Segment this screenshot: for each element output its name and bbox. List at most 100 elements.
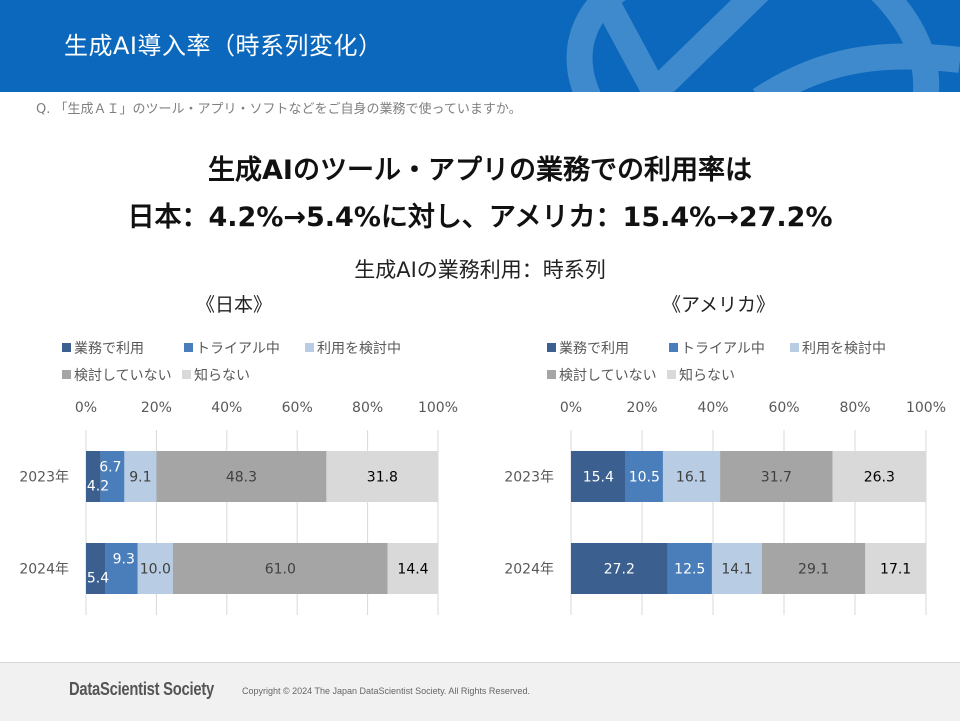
x-tick-label: 20% <box>626 400 657 416</box>
legend-label: 知らない <box>679 368 735 384</box>
x-tick-label: 0% <box>560 400 582 416</box>
legend-label: 検討していない <box>74 368 172 384</box>
bar-segment-usa <box>571 451 626 502</box>
legend-label: トライアル中 <box>681 341 765 357</box>
category-label: 2024年 <box>19 562 69 578</box>
category-label: 2023年 <box>504 470 554 486</box>
x-tick-label: 100% <box>418 400 458 416</box>
chart-title-usa: 《アメリカ》 <box>662 294 776 316</box>
x-tick-label: 60% <box>282 400 313 416</box>
footer-logo: DataScientist Society <box>69 679 214 699</box>
x-tick-label: 80% <box>839 400 870 416</box>
bar-segment-japan <box>156 451 327 502</box>
data-label: 9.1 <box>129 470 151 486</box>
legend-item: 知らない <box>667 365 735 385</box>
data-label: 31.7 <box>761 470 792 486</box>
legend-label: 利用を検討中 <box>802 341 886 357</box>
data-label: 14.1 <box>721 562 752 578</box>
arc-v-right <box>645 0 769 92</box>
legend-label: トライアル中 <box>196 341 280 357</box>
legend-swatch <box>667 370 676 379</box>
legend-swatch <box>62 343 71 352</box>
legend-label: 業務で利用 <box>559 341 629 357</box>
x-tick-label: 0% <box>75 400 97 416</box>
data-label: 10.5 <box>629 470 660 486</box>
x-tick-label: 40% <box>211 400 242 416</box>
bar-segment-japan <box>172 543 388 594</box>
legend-label: 利用を検討中 <box>317 341 401 357</box>
bar-segment-japan <box>124 451 157 502</box>
data-label: 31.8 <box>367 470 398 486</box>
legend-swatch <box>182 370 191 379</box>
bar-segment-japan <box>86 451 101 502</box>
header-banner: 生成AI導入率（時系列変化） <box>0 0 960 92</box>
data-label: 48.3 <box>226 470 257 486</box>
x-tick-label: 60% <box>768 400 799 416</box>
legend-item: 利用を検討中 <box>790 338 886 358</box>
arc-v-left <box>590 0 667 92</box>
legend-swatch <box>547 343 556 352</box>
bar-segment-usa <box>571 543 668 594</box>
legend-usa: 業務で利用 トライアル中 利用を検討中 検討していない 知らない <box>547 338 947 388</box>
data-label: 5.4 <box>87 571 109 587</box>
legend-swatch <box>62 370 71 379</box>
legend-item: 業務で利用 <box>547 338 629 358</box>
bar-segment-usa <box>761 543 866 594</box>
footer: DataScientist Society Copyright © 2024 T… <box>0 662 960 721</box>
x-tick-label: 20% <box>141 400 172 416</box>
legend-item: 検討していない <box>547 365 657 385</box>
legend-swatch <box>305 343 314 352</box>
bar-segment-japan <box>326 451 439 502</box>
x-tick-label: 100% <box>906 400 946 416</box>
legend-swatch <box>669 343 678 352</box>
bar-segment-usa <box>865 543 926 594</box>
legend-swatch <box>547 370 556 379</box>
arc-left <box>566 0 627 92</box>
bar-segment-japan <box>100 451 125 502</box>
data-label: 29.1 <box>798 562 829 578</box>
legend-item: トライアル中 <box>184 338 280 358</box>
arc-right <box>871 0 940 92</box>
data-label: 14.4 <box>397 562 428 578</box>
bar-segment-japan <box>387 543 439 594</box>
legend-swatch <box>184 343 193 352</box>
bar-segment-japan <box>137 543 173 594</box>
category-label: 2024年 <box>504 562 554 578</box>
data-label: 12.5 <box>674 562 705 578</box>
bar-segment-usa <box>720 451 833 502</box>
headline-line-2: 日本：4.2%→5.4%に対し、アメリカ：15.4%→27.2% <box>127 202 833 233</box>
survey-question: Q. 「生成ＡＩ」のツール・アプリ・ソフトなどをご自身の業務で使っていますか。 <box>36 102 522 117</box>
legend-label: 業務で利用 <box>74 341 144 357</box>
bar-segment-usa <box>832 451 926 502</box>
bar-segment-japan <box>86 543 106 594</box>
data-label: 17.1 <box>880 562 911 578</box>
legend-item: 利用を検討中 <box>305 338 401 358</box>
footer-copyright: Copyright © 2024 The Japan DataScientist… <box>242 686 530 696</box>
data-label: 61.0 <box>265 562 296 578</box>
data-label: 27.2 <box>604 562 635 578</box>
headline-line-1: 生成AIのツール・アプリの業務での利用率は <box>208 155 752 186</box>
legend-label: 知らない <box>194 368 250 384</box>
page-title: 生成AI導入率（時系列変化） <box>64 32 383 60</box>
category-label: 2023年 <box>19 470 69 486</box>
data-label: 9.3 <box>113 552 135 568</box>
bar-segment-usa <box>667 543 712 594</box>
bar-segment-usa <box>625 451 663 502</box>
data-label: 16.1 <box>676 470 707 486</box>
data-label: 10.0 <box>140 562 171 578</box>
chart-subtitle: 生成AIの業務利用：時系列 <box>354 258 606 282</box>
data-label: 4.2 <box>87 479 109 495</box>
legend-japan: 業務で利用 トライアル中 利用を検討中 検討していない 知らない <box>62 338 462 388</box>
legend-label: 検討していない <box>559 368 657 384</box>
x-tick-label: 80% <box>352 400 383 416</box>
chart-title-japan: 《日本》 <box>196 294 273 316</box>
bar-segment-usa <box>662 451 721 502</box>
legend-item: トライアル中 <box>669 338 765 358</box>
data-label: 15.4 <box>583 470 614 486</box>
data-label: 26.3 <box>864 470 895 486</box>
legend-item: 検討していない <box>62 365 172 385</box>
decorative-arcs <box>566 0 960 92</box>
x-tick-label: 40% <box>697 400 728 416</box>
stacked-bar-charts: 0% 20% 40% 60% 80% 100% 2023年 2024年 4.2 6.7 9.1 48.… <box>19 400 946 615</box>
legend-item: 知らない <box>182 365 250 385</box>
